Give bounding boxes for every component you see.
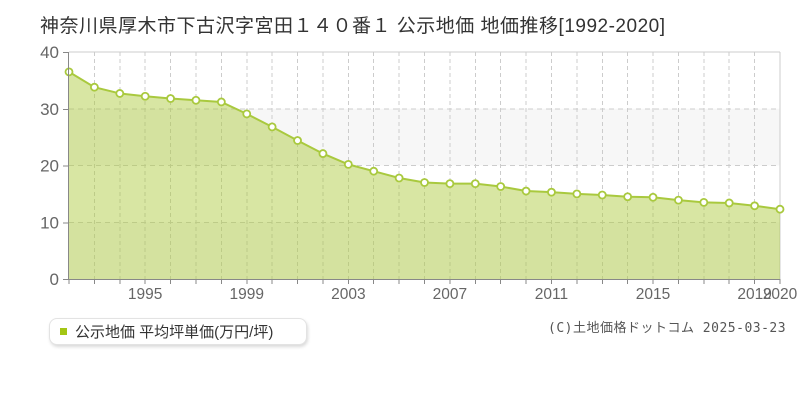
data-point-2014 (623, 192, 633, 202)
y-axis-label: 10 (40, 213, 59, 232)
y-axis-label: 20 (40, 157, 59, 176)
data-point-2013 (597, 190, 607, 200)
data-point-2020 (775, 204, 785, 214)
y-axis-label: 0 (50, 270, 59, 289)
data-point-2016 (674, 195, 683, 205)
price-trend-chart: 0 10 20 30 40 1995 1999 2003 2007 2011 2015 2019202… (40, 43, 798, 303)
data-point-1999 (242, 109, 252, 119)
x-axis-label: 2003 (331, 286, 365, 303)
copyright-text: (C)土地価格ドットコム 2025-03-23 (548, 321, 787, 336)
area-fill (69, 71, 780, 279)
data-point-1995 (140, 91, 150, 101)
data-point-2009 (496, 182, 506, 191)
x-axis-label: 1999 (230, 286, 264, 303)
data-point-2019 (750, 201, 760, 211)
data-point-1998 (216, 97, 226, 107)
data-point-2000 (267, 122, 277, 132)
data-point-2001 (293, 136, 302, 145)
data-point-2003 (343, 159, 353, 169)
x-axis-label: 2011 (535, 286, 568, 303)
page-title: 神奈川県厚木市下古沢字宮田１４０番１ 公示地価 地価推移[1992-2020] (40, 16, 666, 37)
data-point-2008 (470, 179, 480, 189)
data-point-2002 (318, 149, 328, 158)
data-point-1997 (191, 95, 201, 105)
data-point-1996 (166, 94, 175, 103)
x-axis-label: 2020 (763, 286, 798, 303)
legend-swatch-icon (60, 328, 67, 335)
legend: 公示地価 平均坪単価(万円/坪) (49, 318, 307, 345)
y-axis-label: 40 (40, 43, 59, 62)
data-point-2007 (445, 179, 455, 189)
x-axis-label: 2019 (737, 286, 771, 303)
data-point-2006 (420, 178, 429, 187)
data-point-1994 (115, 89, 125, 98)
data-point-2004 (369, 166, 379, 176)
x-axis-label: 2007 (433, 286, 467, 303)
data-point-2010 (521, 186, 531, 196)
data-point-2015 (648, 192, 658, 202)
data-point-2018 (724, 198, 734, 208)
x-axis-label: 2015 (636, 286, 670, 303)
data-point-1993 (89, 82, 99, 92)
y-axis-label: 30 (40, 100, 59, 119)
data-point-2005 (394, 173, 404, 183)
data-point-2011 (547, 187, 556, 197)
x-axis-label: 1995 (128, 286, 162, 303)
data-point-2017 (699, 197, 709, 207)
legend-label: 公示地価 平均坪単価(万円/坪) (75, 324, 274, 341)
data-point-2012 (572, 189, 582, 199)
